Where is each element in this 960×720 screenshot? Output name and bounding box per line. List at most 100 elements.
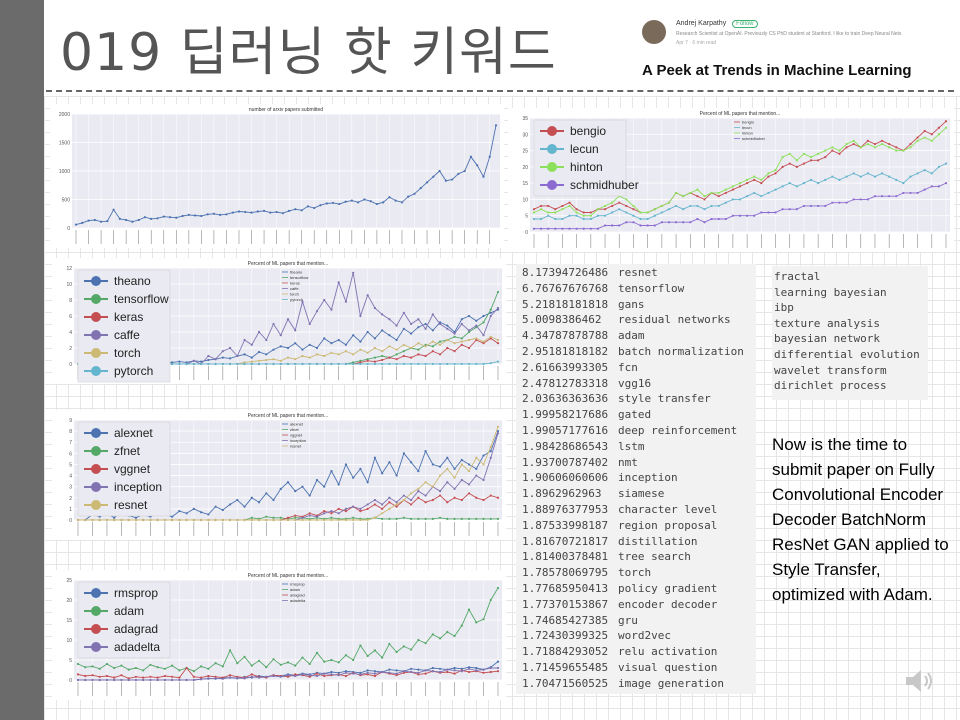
data-point (113, 676, 116, 679)
data-point (323, 518, 326, 522)
data-point (482, 498, 485, 502)
data-point (475, 337, 478, 340)
follow-button[interactable]: Follow (732, 20, 758, 28)
data-point (279, 663, 282, 666)
data-point (366, 507, 369, 510)
data-point (337, 518, 340, 522)
chart-optimizers: Percent of ML papers that mention... 0 5 10… (52, 570, 506, 700)
data-point (482, 340, 485, 343)
data-point (568, 227, 571, 230)
keyword-row: 1.71884293052 relu activation (522, 645, 750, 661)
data-point (410, 670, 413, 674)
data-point (250, 673, 253, 676)
data-point (344, 654, 348, 657)
data-point (279, 675, 282, 678)
data-point (425, 181, 429, 184)
data-point (460, 670, 463, 673)
data-point (344, 510, 348, 513)
avatar[interactable] (642, 20, 666, 44)
data-point (395, 348, 398, 351)
data-point (767, 175, 770, 178)
data-point (417, 673, 420, 676)
data-point (895, 146, 898, 149)
data-point (809, 178, 813, 181)
data-point (582, 227, 585, 230)
data-point (127, 668, 130, 671)
legend-label: keras (290, 281, 300, 286)
data-point (402, 645, 405, 648)
data-point (265, 362, 268, 366)
legend-label: caffe (114, 328, 140, 342)
post-title[interactable]: A Peek at Trends in Machine Learning (642, 62, 912, 79)
legend-marker (91, 482, 101, 492)
data-point (451, 178, 454, 181)
data-point (344, 671, 348, 674)
data-point (381, 503, 384, 506)
data-point (373, 360, 376, 363)
data-point (214, 518, 217, 522)
data-point (731, 214, 734, 217)
data-point (489, 456, 492, 459)
data-point (228, 649, 232, 652)
data-point (344, 518, 348, 522)
keyword-row: 5.21818181818 gans (522, 298, 750, 314)
data-point (467, 483, 471, 486)
keyword-term: siamese (618, 487, 665, 501)
data-point (402, 354, 405, 358)
data-point (467, 330, 471, 334)
data-point (788, 152, 791, 155)
legend-label: inception (290, 438, 306, 443)
legend-label: bengio (570, 124, 606, 138)
author-name[interactable]: Andrej Karpathy (676, 20, 727, 27)
speaker-icon[interactable] (904, 666, 938, 696)
data-point (315, 310, 319, 313)
data-point (337, 512, 340, 515)
data-point (120, 518, 123, 522)
y-tick-label: 12 (66, 266, 72, 272)
data-point (87, 219, 90, 222)
y-tick-label: 2 (69, 346, 72, 352)
data-point (359, 362, 362, 366)
data-point (156, 518, 159, 522)
data-point (142, 678, 145, 682)
keyword-score: 1.78578069795 (522, 566, 609, 580)
data-point (460, 667, 463, 670)
data-point (194, 214, 197, 217)
data-point (257, 518, 261, 522)
legend-label: vggnet (114, 462, 151, 476)
keyword-score: 1.70471560525 (522, 676, 609, 690)
data-point (142, 518, 145, 522)
data-point (388, 507, 391, 510)
data-point (373, 346, 376, 350)
data-point (760, 178, 763, 181)
y-tick-label: 15 (66, 618, 72, 624)
data-point (308, 514, 311, 517)
data-point (308, 674, 311, 677)
data-point (453, 669, 456, 672)
data-point (243, 362, 246, 366)
data-point (482, 517, 485, 520)
y-tick-label: 7 (69, 440, 72, 446)
data-point (315, 478, 319, 482)
data-point (446, 327, 449, 330)
data-point (767, 172, 770, 175)
legend-label: tensorflow (290, 275, 308, 280)
article-card[interactable]: Andrej Karpathy Follow Research Scientis… (636, 12, 940, 90)
data-point (625, 211, 628, 214)
data-point (330, 516, 333, 519)
data-point (852, 142, 855, 146)
keyword-term: distillation (618, 534, 698, 548)
keyword-term: resnet (618, 266, 658, 279)
data-point (489, 666, 492, 670)
legend-label: zfnet (114, 444, 141, 458)
data-point (618, 201, 621, 204)
data-point (359, 644, 362, 647)
data-point (482, 321, 485, 324)
data-point (453, 666, 456, 670)
data-point (475, 467, 478, 470)
data-point (84, 518, 87, 522)
data-point (453, 350, 456, 353)
legend-label: adam (290, 587, 301, 592)
data-point (496, 306, 500, 310)
data-point (944, 120, 948, 123)
